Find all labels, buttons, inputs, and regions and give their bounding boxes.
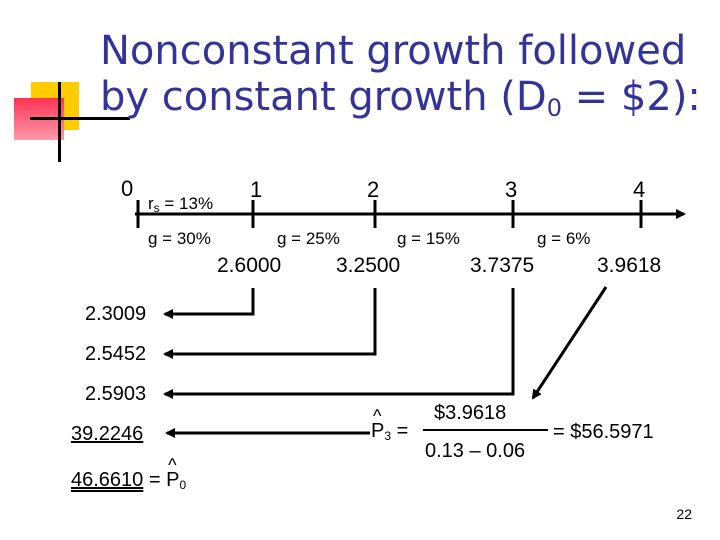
required-return-label: rs = 13% — [148, 194, 213, 214]
growth-rate-1: g = 30% — [148, 229, 211, 248]
title-line-2: by constant growth (D0 = $2): — [100, 74, 710, 120]
total-price-equation: 46.6610 = P0 — [71, 455, 187, 492]
present-value-1: 2.3009 — [85, 303, 147, 325]
dividend-1: 2.6000 — [217, 254, 282, 277]
growth-rate-3: g = 15% — [397, 229, 460, 248]
title-line-2-suffix: = $2): — [561, 74, 701, 120]
total-equals-sign: = — [148, 469, 161, 491]
p3-subscript: 3 — [384, 429, 392, 443]
terminal-value-arrow — [531, 286, 608, 400]
p0-letter: P — [166, 469, 180, 491]
p3-equals-sign: = — [396, 420, 409, 442]
decorative-horizontal-line — [30, 117, 130, 120]
decorative-vertical-line — [58, 82, 61, 162]
slide-title: Nonconstant growth followed by constant … — [100, 28, 710, 120]
period-0-label: 0 — [121, 176, 134, 201]
p3-numerator: $3.9618 — [434, 402, 507, 424]
page-number: 22 — [676, 506, 692, 522]
p3-equation-lhs: P3 = — [371, 406, 409, 443]
period-2-label: 2 — [367, 177, 380, 202]
discount-arrow-3 — [163, 288, 515, 399]
discount-arrow-1 — [163, 288, 255, 319]
p0-subscript: 0 — [179, 478, 187, 492]
discount-arrow-2 — [163, 288, 377, 359]
total-price-value: 46.6610 — [71, 469, 144, 491]
p3-result: = $56.5971 — [553, 421, 654, 443]
growth-rate-4: g = 6% — [537, 229, 591, 248]
title-line-2-prefix: by constant growth (D — [100, 74, 547, 120]
dividend-2: 3.2500 — [336, 254, 401, 277]
present-value-2: 2.5452 — [85, 343, 147, 365]
dividend-3: 3.7375 — [470, 254, 535, 277]
required-return-value: = 13% — [159, 194, 214, 213]
period-4-label: 4 — [633, 177, 646, 202]
title-line-2-subscript: 0 — [546, 94, 562, 122]
growth-rate-2: g = 25% — [277, 229, 340, 248]
p0-symbol: P0 — [166, 455, 187, 492]
period-3-label: 3 — [505, 177, 518, 202]
present-value-terminal: 39.2246 — [71, 423, 144, 445]
required-return-subscript: s — [153, 201, 160, 215]
dividend-4: 3.9618 — [597, 254, 662, 277]
p3-denominator: 0.13 – 0.06 — [425, 440, 526, 462]
p3-symbol: P3 — [371, 406, 392, 443]
required-return-symbol: r — [148, 194, 154, 213]
title-line-1: Nonconstant growth followed — [100, 28, 687, 74]
p3-letter: P — [371, 420, 385, 442]
present-value-3: 2.5903 — [85, 383, 147, 405]
period-1-label: 1 — [250, 177, 263, 202]
